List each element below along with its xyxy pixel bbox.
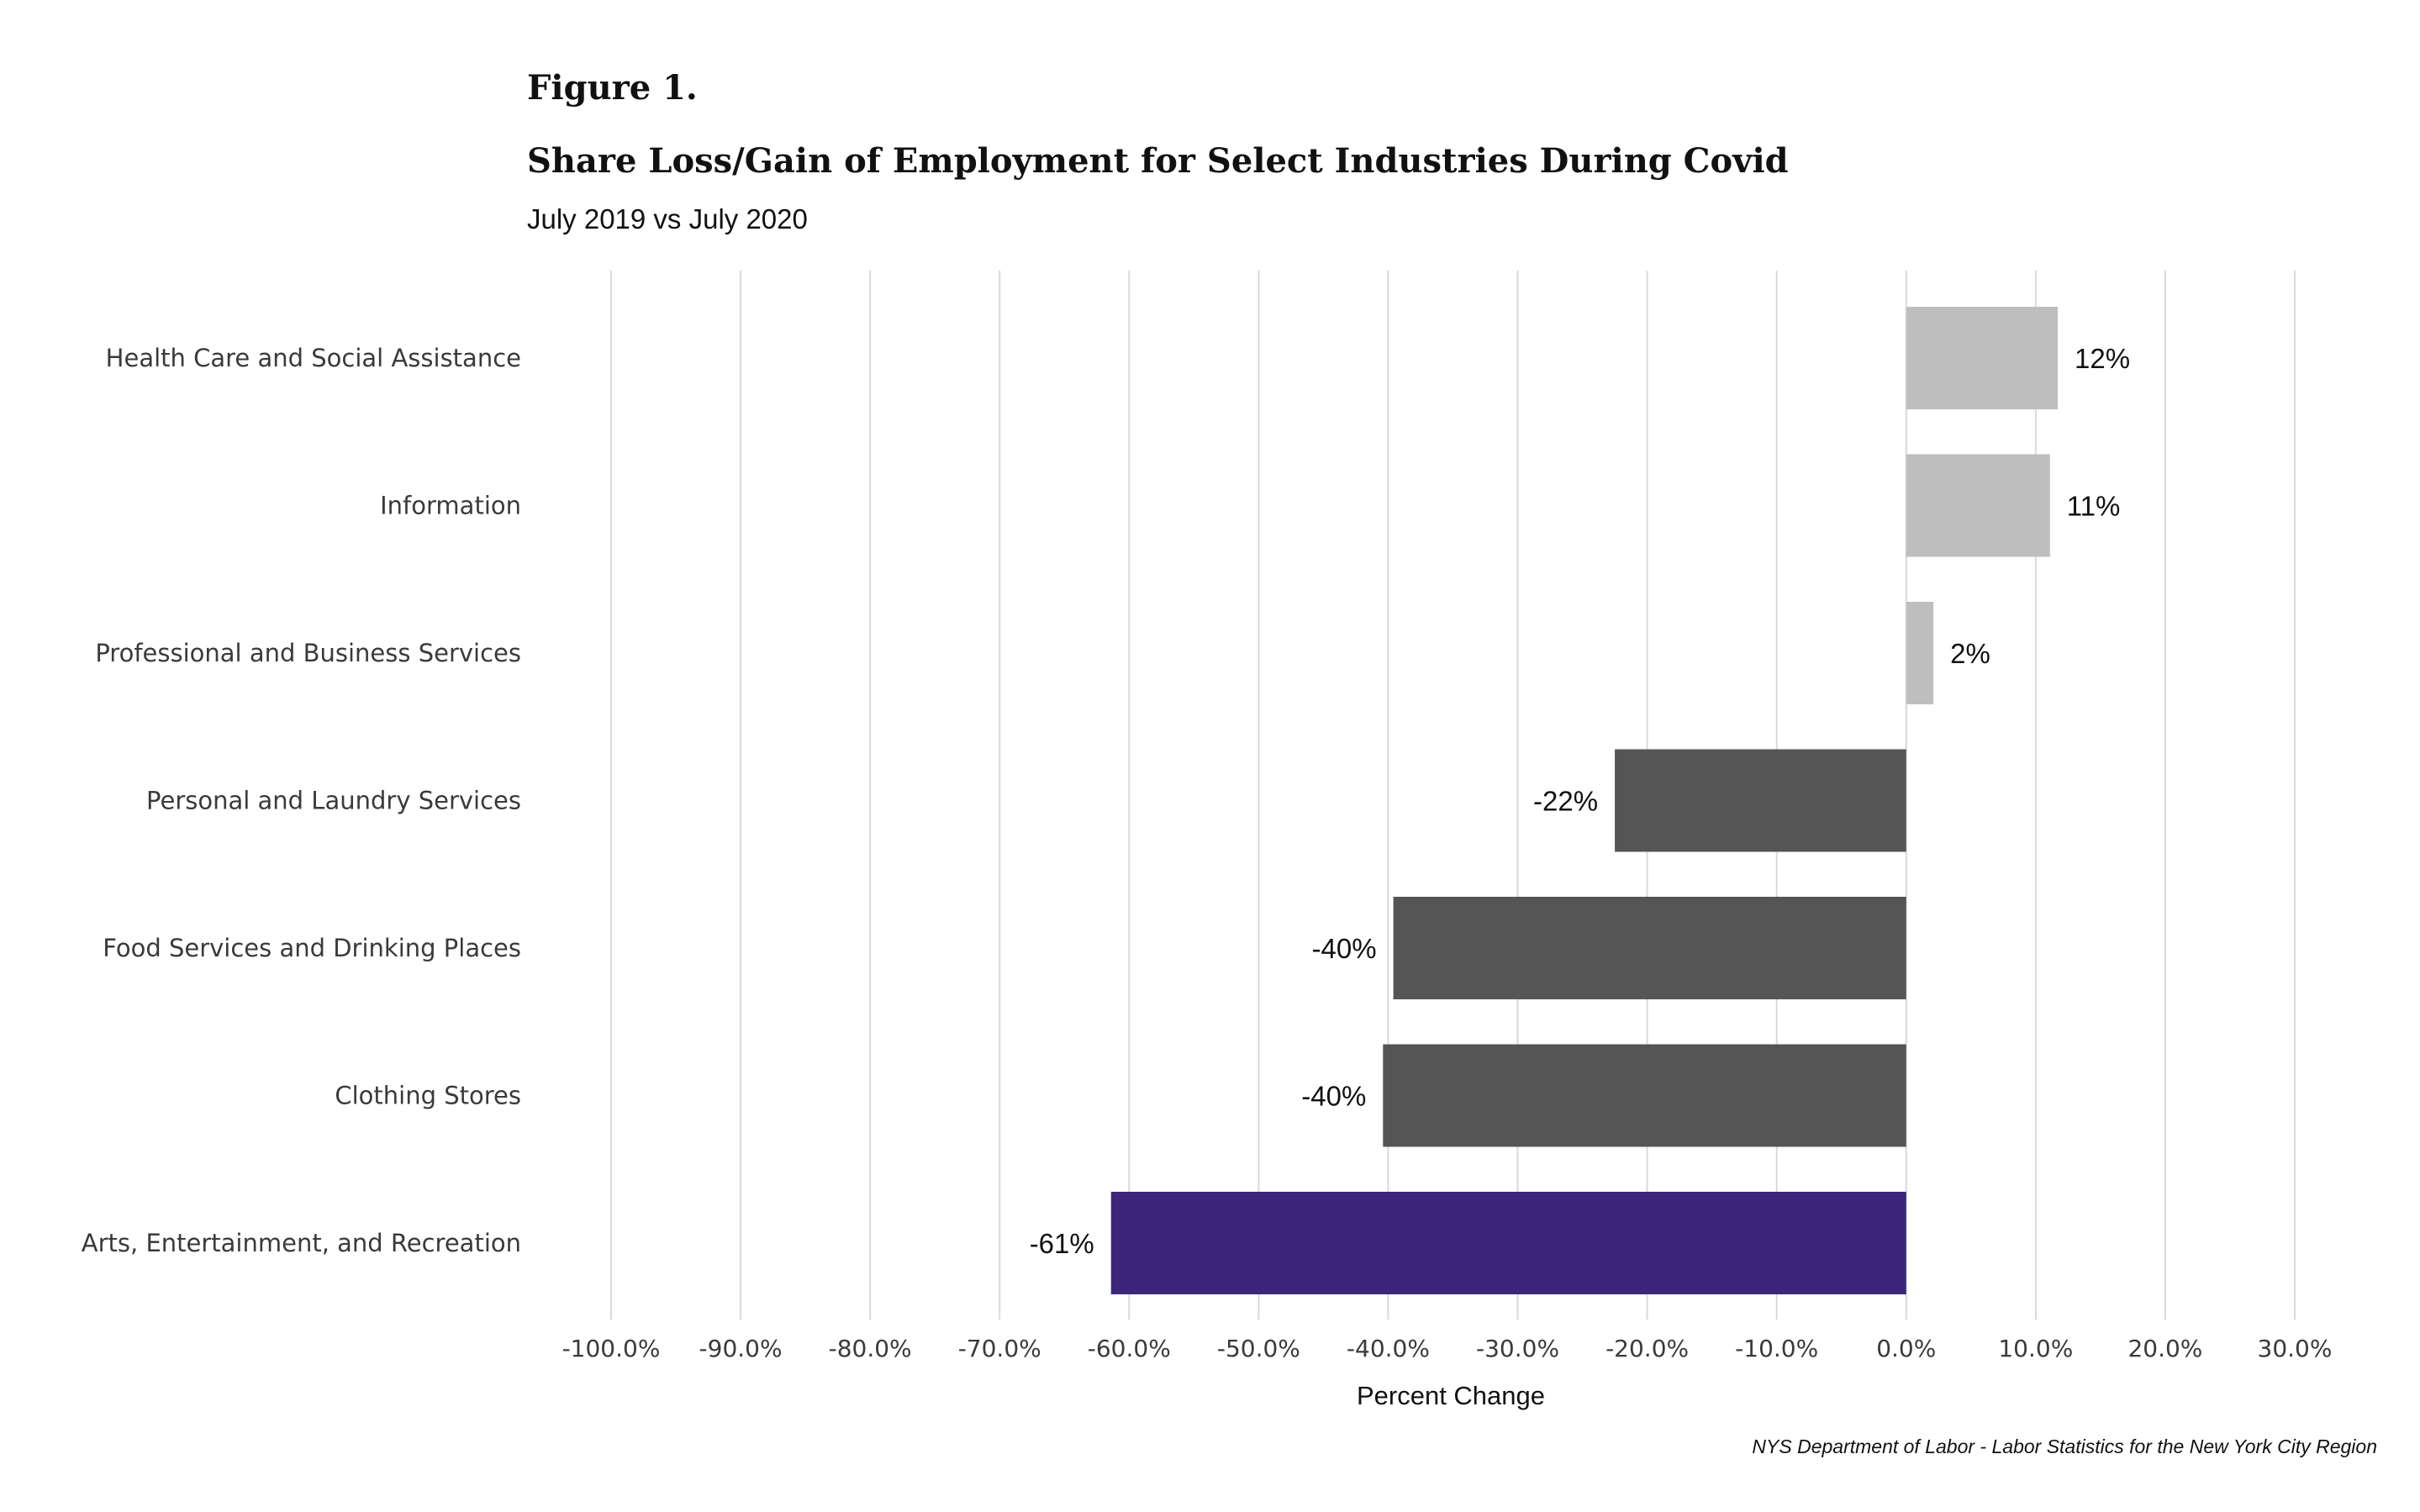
gridlines xyxy=(610,271,2296,1320)
bar xyxy=(1615,749,1906,852)
x-tick-label: -100.0% xyxy=(562,1335,661,1362)
x-tick-label: -40.0% xyxy=(1347,1335,1430,1362)
x-axis-ticks: -100.0% -90.0% -80.0% -70.0% -60.0% -50.0% -40… xyxy=(562,1335,2333,1362)
bars: 12% 11% 2% -22% -40% -40% -61% xyxy=(1030,307,2130,1294)
category-label: Personal and Laundry Services xyxy=(146,787,521,815)
data-label: -61% xyxy=(1030,1228,1094,1259)
category-label: Health Care and Social Assistance xyxy=(106,344,521,372)
data-label: -40% xyxy=(1312,933,1377,964)
category-label: Clothing Stores xyxy=(335,1082,521,1110)
x-tick-label: 20.0% xyxy=(2127,1335,2202,1362)
x-tick-label: -90.0% xyxy=(699,1335,783,1362)
category-label: Professional and Business Services xyxy=(95,639,521,667)
category-label: Information xyxy=(380,492,521,520)
x-tick-label: -70.0% xyxy=(958,1335,1041,1362)
x-tick-label: -60.0% xyxy=(1088,1335,1171,1362)
figure-label: Figure 1. xyxy=(527,68,698,108)
category-label: Food Services and Drinking Places xyxy=(103,934,521,962)
x-tick-label: 30.0% xyxy=(2258,1335,2333,1362)
chart-subtitle: July 2019 vs July 2020 xyxy=(527,203,808,234)
data-label: -40% xyxy=(1301,1081,1366,1112)
category-label: Arts, Entertainment, and Recreation xyxy=(82,1229,521,1257)
source-note: NYS Department of Labor - Labor Statisti… xyxy=(1752,1436,2377,1457)
data-label: 12% xyxy=(2075,343,2130,374)
chart-title: Share Loss/Gain of Employment for Select… xyxy=(527,141,1789,181)
x-tick-label: 10.0% xyxy=(1998,1335,2073,1362)
x-tick-label: -50.0% xyxy=(1217,1335,1300,1362)
x-tick-label: -20.0% xyxy=(1605,1335,1689,1362)
bar xyxy=(1393,897,1906,999)
x-axis-label: Percent Change xyxy=(1357,1381,1545,1410)
x-tick-label: 0.0% xyxy=(1876,1335,1936,1362)
bar xyxy=(1906,602,1934,704)
data-label: -22% xyxy=(1533,786,1598,817)
bar xyxy=(1906,454,2050,557)
category-labels: Health Care and Social Assistance Informa… xyxy=(82,344,521,1257)
bar xyxy=(1110,1192,1906,1294)
data-label: 2% xyxy=(1950,638,1990,669)
data-label: 11% xyxy=(2067,491,2121,522)
bar xyxy=(1383,1044,1906,1147)
bar xyxy=(1906,307,2059,409)
x-tick-label: -30.0% xyxy=(1476,1335,1559,1362)
x-tick-label: -80.0% xyxy=(829,1335,912,1362)
x-tick-label: -10.0% xyxy=(1735,1335,1818,1362)
